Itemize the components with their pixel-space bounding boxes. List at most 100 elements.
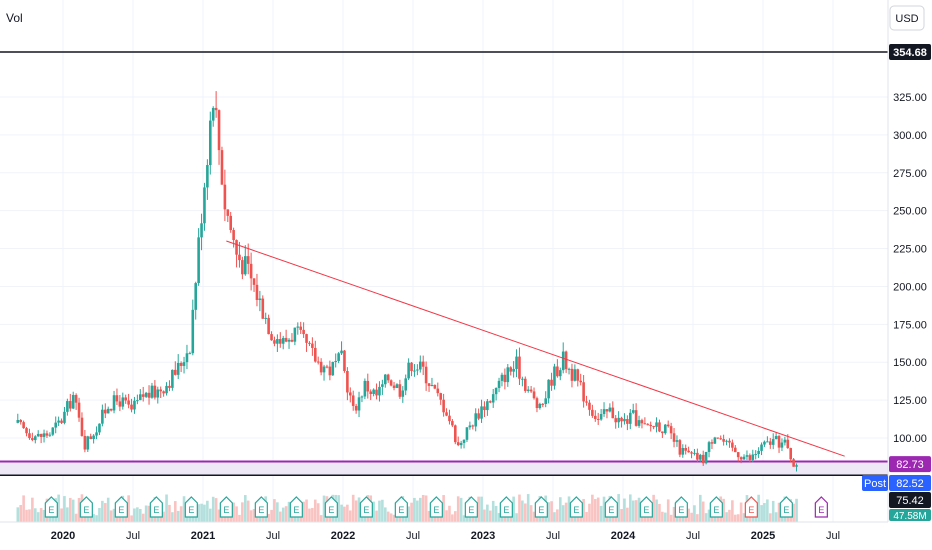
volume-bar — [451, 514, 454, 522]
earnings-marker[interactable] — [394, 496, 408, 518]
candle-body — [591, 409, 594, 416]
earnings-marker[interactable] — [604, 496, 618, 518]
candle-body — [611, 407, 615, 419]
candle-body — [547, 379, 550, 399]
volume-bar — [311, 507, 314, 522]
earnings-marker[interactable] — [779, 496, 793, 518]
earnings-marker[interactable] — [289, 496, 303, 518]
earnings-marker[interactable] — [359, 496, 373, 518]
trendline[interactable] — [226, 240, 845, 457]
candle-body — [696, 452, 699, 460]
candle-body — [249, 263, 253, 279]
earnings-marker[interactable] — [149, 496, 163, 518]
candle-body — [369, 391, 373, 394]
volume-bar — [57, 494, 60, 522]
volume-bar — [418, 497, 422, 522]
candle-body — [118, 401, 122, 407]
earnings-marker[interactable] — [44, 496, 58, 518]
volume-bar — [497, 513, 501, 522]
candle-body — [486, 401, 489, 411]
candle-body — [433, 385, 437, 389]
earnings-marker[interactable] — [254, 496, 268, 518]
earnings-marker-label: E — [118, 505, 124, 515]
volume-bar — [302, 501, 305, 522]
volume-bar — [448, 505, 451, 522]
earnings-marker[interactable] — [324, 496, 338, 518]
volume-bar — [267, 513, 270, 522]
earnings-marker[interactable] — [674, 496, 688, 518]
post-label: Post — [864, 478, 886, 490]
earnings-marker[interactable] — [814, 496, 828, 518]
time-tick-label: 2022 — [331, 530, 355, 542]
candle-body — [313, 347, 317, 362]
candle-body — [293, 327, 297, 342]
volume-bar — [652, 494, 655, 522]
earnings-marker[interactable] — [219, 496, 233, 518]
candle-body — [54, 422, 58, 428]
candle-body — [354, 405, 358, 411]
grid — [0, 0, 888, 522]
candle-body — [631, 410, 635, 413]
earnings-marker[interactable] — [709, 496, 723, 518]
volume-bar — [416, 500, 419, 522]
candle-body — [19, 419, 23, 423]
candle-body — [564, 351, 568, 370]
candle-body — [430, 385, 434, 387]
earnings-marker[interactable] — [429, 496, 443, 518]
volume-bar — [442, 495, 445, 522]
candle-body — [144, 392, 148, 397]
candle-body — [363, 380, 367, 397]
candle-body — [786, 439, 790, 449]
candle-body — [156, 389, 160, 398]
candle-body — [241, 260, 244, 275]
volume-bar — [255, 513, 259, 522]
earnings-marker[interactable] — [569, 496, 583, 518]
currency-button[interactable] — [889, 5, 925, 31]
volume-bar — [322, 495, 326, 522]
candle-body — [701, 454, 705, 464]
earnings-marker[interactable] — [184, 496, 198, 518]
candle-body — [649, 424, 653, 427]
candle-body — [617, 417, 620, 423]
candle-body — [535, 398, 539, 409]
earnings-marker[interactable] — [744, 496, 758, 518]
volume-bar — [477, 496, 480, 522]
time-axis[interactable]: 2020 Jul 2021 Jul 2022 Jul 2023 Jul 2024 Jul 2025 J… — [51, 530, 840, 542]
volume-bar — [593, 499, 597, 522]
time-tick-label: Jul — [266, 530, 280, 542]
candle-body — [208, 120, 212, 166]
earnings-marker-label: E — [678, 505, 684, 515]
candle-body — [640, 420, 644, 424]
candle-body — [171, 369, 174, 388]
candle-body — [258, 298, 262, 300]
earnings-marker[interactable] — [79, 496, 93, 518]
candle-body — [243, 256, 247, 275]
earnings-marker[interactable] — [499, 496, 513, 518]
volume-bar — [515, 513, 518, 522]
candle-body — [570, 368, 574, 381]
volume-bar — [617, 494, 620, 522]
volume-bar — [101, 500, 104, 522]
earnings-marker[interactable] — [639, 496, 653, 518]
candle-body — [561, 351, 565, 371]
earnings-marker[interactable] — [534, 496, 548, 518]
earnings-marker[interactable] — [114, 496, 128, 518]
candle-body — [757, 450, 760, 455]
price-axis[interactable]: 100.00 125.00 150.00 175.00 200.00 225.00 250.… — [893, 92, 927, 445]
volume-bar — [602, 496, 606, 522]
candle-body — [68, 401, 72, 409]
time-tick-label: Jul — [126, 530, 140, 542]
candle-body — [325, 366, 329, 368]
candle-body — [736, 452, 740, 458]
candle-body — [567, 368, 571, 370]
candle-body — [602, 409, 606, 415]
support-band-area — [0, 461, 888, 476]
candle-body — [553, 366, 556, 386]
earnings-marker[interactable] — [464, 496, 478, 518]
candle-body — [232, 230, 235, 241]
candle-body — [576, 369, 580, 381]
candle-body — [544, 398, 548, 404]
candle-body — [777, 436, 781, 448]
